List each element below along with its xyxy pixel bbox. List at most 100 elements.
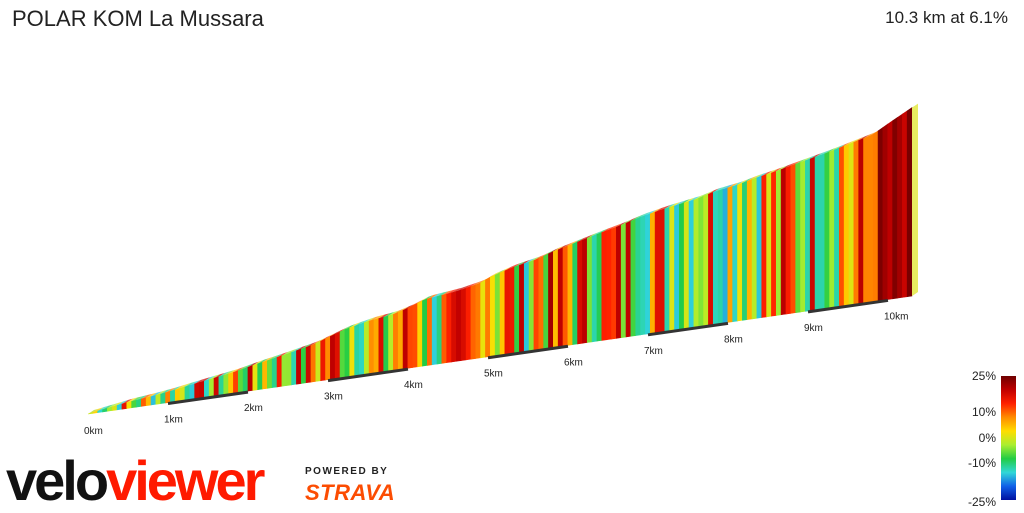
profile-segment-top bbox=[601, 226, 613, 233]
profile-segment-top bbox=[567, 240, 579, 246]
profile-segment-top bbox=[844, 140, 855, 147]
profile-segment-top bbox=[587, 232, 599, 239]
profile-segment-top bbox=[790, 160, 802, 167]
profile-segment-top bbox=[107, 402, 119, 409]
profile-segment-top bbox=[693, 194, 705, 201]
profile-segment-top bbox=[815, 151, 826, 158]
profile-segment-top bbox=[747, 175, 759, 182]
profile-segment-top bbox=[548, 247, 560, 254]
profile-segment-top bbox=[262, 356, 274, 363]
legend-label-0: 0% bbox=[979, 431, 997, 445]
profile-segment-top bbox=[369, 315, 380, 322]
profile-segment-top bbox=[645, 209, 657, 216]
profile-segment-top bbox=[281, 350, 293, 356]
profile-segment-top bbox=[175, 384, 187, 390]
x-tick-label: 5km bbox=[484, 369, 503, 380]
profile-segment-top bbox=[451, 287, 463, 293]
profile-segment-top bbox=[553, 245, 565, 252]
profile-segment-top bbox=[679, 199, 691, 205]
profile-segment-top bbox=[446, 288, 458, 295]
profile-segment-top bbox=[272, 353, 284, 360]
profile-segment-top bbox=[432, 292, 443, 298]
profile-segment-top bbox=[344, 323, 356, 330]
profile-segment-top bbox=[543, 249, 555, 257]
profile-segment-top bbox=[752, 173, 763, 180]
profile-segment-top bbox=[189, 379, 201, 386]
profile-segment-top bbox=[800, 156, 812, 163]
profile-segment-top bbox=[655, 206, 666, 213]
profile-segment-top bbox=[776, 165, 788, 172]
profile-segment-top bbox=[238, 365, 250, 371]
profile-end-cap bbox=[912, 103, 918, 296]
profile-segment-top bbox=[621, 219, 633, 226]
profile-segment-top bbox=[436, 291, 448, 297]
profile-segment-top bbox=[742, 177, 754, 184]
profile-segment-top bbox=[761, 170, 773, 177]
profile-segment-top bbox=[354, 320, 366, 327]
profile-segment-top bbox=[819, 149, 831, 156]
profile-segment-top bbox=[126, 397, 138, 403]
profile-segment-top bbox=[689, 196, 700, 202]
profile-segment-top bbox=[233, 366, 245, 373]
x-tick-label: 10km bbox=[884, 311, 908, 322]
profile-segment-top bbox=[509, 262, 521, 269]
x-tick-label: 3km bbox=[324, 392, 343, 403]
strava-logo[interactable]: STRAVA bbox=[305, 480, 396, 505]
gradient-legend-bar bbox=[1001, 376, 1016, 500]
profile-segment-top bbox=[495, 268, 506, 276]
profile-segment-top bbox=[393, 308, 405, 315]
profile-segment-top bbox=[214, 372, 225, 379]
segment-title: POLAR KOM La Mussara bbox=[12, 6, 264, 31]
profile-segment-top bbox=[708, 188, 720, 195]
legend-label-25: 25% bbox=[972, 369, 996, 383]
profile-segment-top bbox=[577, 236, 589, 243]
profile-segment-top bbox=[417, 296, 429, 304]
profile-segment-top bbox=[267, 355, 279, 361]
profile-segment-top bbox=[131, 396, 143, 402]
powered-by-label: POWERED BY bbox=[305, 466, 389, 477]
profile-segment-top bbox=[335, 327, 347, 335]
profile-segment-top bbox=[572, 238, 584, 245]
profile-segment-top bbox=[630, 215, 642, 222]
profile-segment-top bbox=[848, 138, 860, 145]
profile-segment-top bbox=[121, 398, 133, 405]
profile-segment-top bbox=[533, 254, 545, 261]
profile-segment-top bbox=[756, 172, 768, 178]
profile-segment-top bbox=[160, 388, 172, 395]
profile-segment-top bbox=[626, 217, 637, 224]
axis-band bbox=[487, 344, 569, 360]
profile-segment-top bbox=[378, 313, 390, 319]
profile-segment-top bbox=[722, 184, 734, 190]
profile-segment-top bbox=[650, 208, 662, 214]
profile-segment-top bbox=[732, 181, 744, 187]
profile-segment-top bbox=[315, 337, 327, 344]
profile-segment-top bbox=[659, 204, 671, 211]
profile-segment-top bbox=[674, 200, 686, 206]
profile-segment-top bbox=[824, 147, 836, 154]
profile-segment-top bbox=[781, 163, 792, 170]
profile-segment-top bbox=[718, 185, 729, 191]
profile-segment-top bbox=[616, 221, 628, 228]
profile-segment-top bbox=[810, 153, 822, 160]
veloviewer-logo[interactable]: veloviewer bbox=[6, 449, 265, 512]
profile-segment-top bbox=[199, 377, 211, 383]
profile-segment-top bbox=[349, 322, 361, 328]
legend-label-minus-10: -10% bbox=[968, 456, 996, 470]
axis-band bbox=[807, 298, 889, 314]
x-tick-label: 8km bbox=[724, 334, 743, 345]
profile-segment-top bbox=[664, 203, 676, 209]
profile-segment-top bbox=[863, 132, 875, 139]
profile-segment-top bbox=[277, 351, 288, 358]
profile-segment-top bbox=[427, 293, 439, 300]
profile-segment-top bbox=[136, 395, 148, 401]
axis-band bbox=[167, 390, 249, 406]
profile-segment-top bbox=[373, 314, 385, 320]
profile-segment-top bbox=[698, 192, 710, 199]
profile-segment-top bbox=[524, 258, 536, 264]
profile-segment-top bbox=[640, 211, 652, 218]
profile-segment-top bbox=[218, 371, 230, 377]
profile-segment-top bbox=[407, 301, 419, 309]
profile-segment-top bbox=[727, 182, 739, 189]
profile-segment-top bbox=[785, 162, 797, 168]
profile-segment-top bbox=[490, 271, 502, 278]
